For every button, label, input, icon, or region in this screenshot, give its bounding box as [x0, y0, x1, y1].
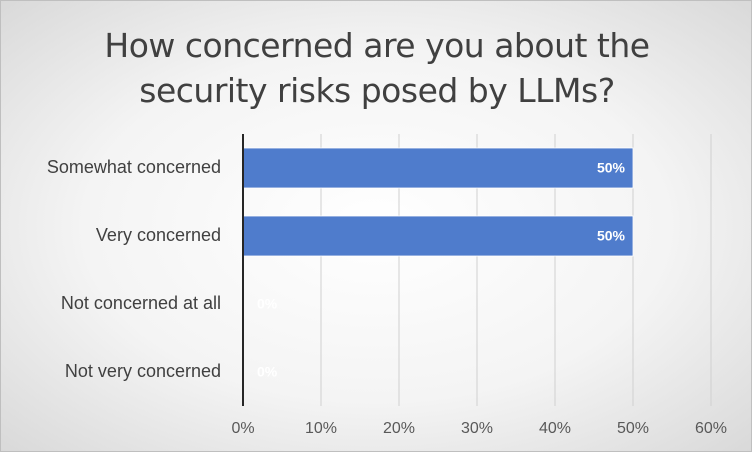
y-tick-label: Somewhat concerned: [47, 157, 221, 177]
x-tick-label: 50%: [617, 420, 649, 437]
bar: [242, 215, 634, 257]
x-tick-label: 60%: [695, 420, 727, 437]
value-label: 0%: [257, 296, 278, 312]
x-tick-label: 10%: [305, 420, 337, 437]
chart-title: How concerned are you about the security…: [104, 26, 650, 110]
bar: [242, 147, 634, 189]
x-tick-label: 40%: [539, 420, 571, 437]
y-tick-label: Very concerned: [96, 225, 221, 245]
value-label: 50%: [597, 228, 626, 244]
y-tick-label: Not concerned at all: [61, 293, 221, 313]
x-tick-label: 30%: [461, 420, 493, 437]
x-tick-label: 20%: [383, 420, 415, 437]
x-tick-label: 0%: [231, 420, 254, 437]
value-label: 0%: [257, 364, 278, 380]
y-tick-label: Not very concerned: [65, 361, 221, 381]
value-label: 50%: [597, 160, 626, 176]
